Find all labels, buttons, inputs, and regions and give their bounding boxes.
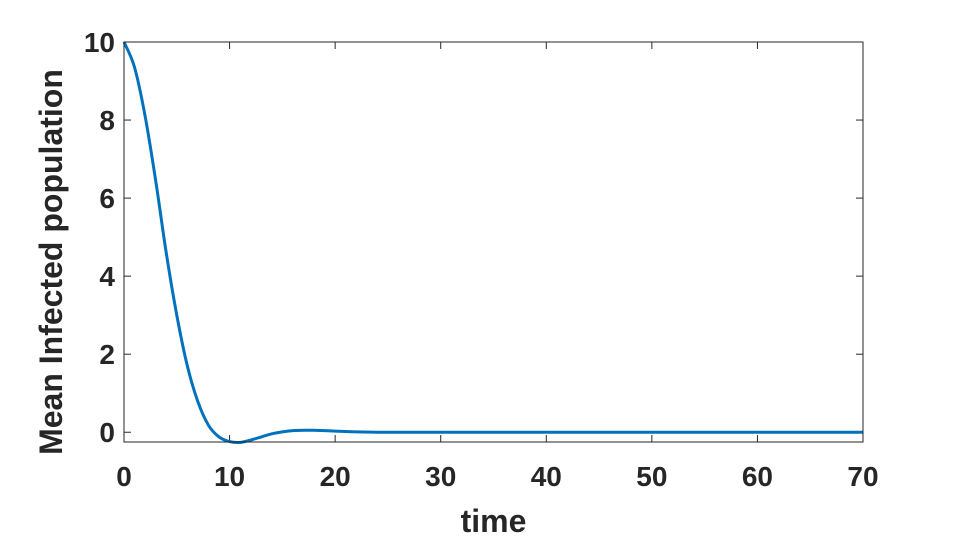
x-axis-title: time <box>461 503 527 539</box>
y-tick-label: 8 <box>99 105 115 136</box>
x-tick-label: 0 <box>116 461 132 492</box>
series-lines <box>122 41 863 445</box>
x-tick-label: 40 <box>531 461 562 492</box>
y-tick-label: 6 <box>99 183 115 214</box>
x-tick-label: 30 <box>425 461 456 492</box>
y-tick-label: 2 <box>99 339 115 370</box>
axis-ticks <box>123 41 864 442</box>
x-tick-label: 60 <box>742 461 773 492</box>
series-line-0 <box>122 41 863 445</box>
plot-frame <box>123 41 864 443</box>
x-tick-label: 50 <box>636 461 667 492</box>
x-tick-label: 20 <box>320 461 351 492</box>
y-axis-title: Mean Infected population <box>33 69 69 455</box>
tick-labels: 0 10 20 30 40 50 60 70 0 2 4 6 8 10 <box>84 27 879 492</box>
x-tick-label: 10 <box>214 461 245 492</box>
y-tick-label: 10 <box>84 27 115 58</box>
y-tick-label: 4 <box>99 261 115 292</box>
y-tick-label: 0 <box>99 417 115 448</box>
x-tick-label: 70 <box>847 461 878 492</box>
